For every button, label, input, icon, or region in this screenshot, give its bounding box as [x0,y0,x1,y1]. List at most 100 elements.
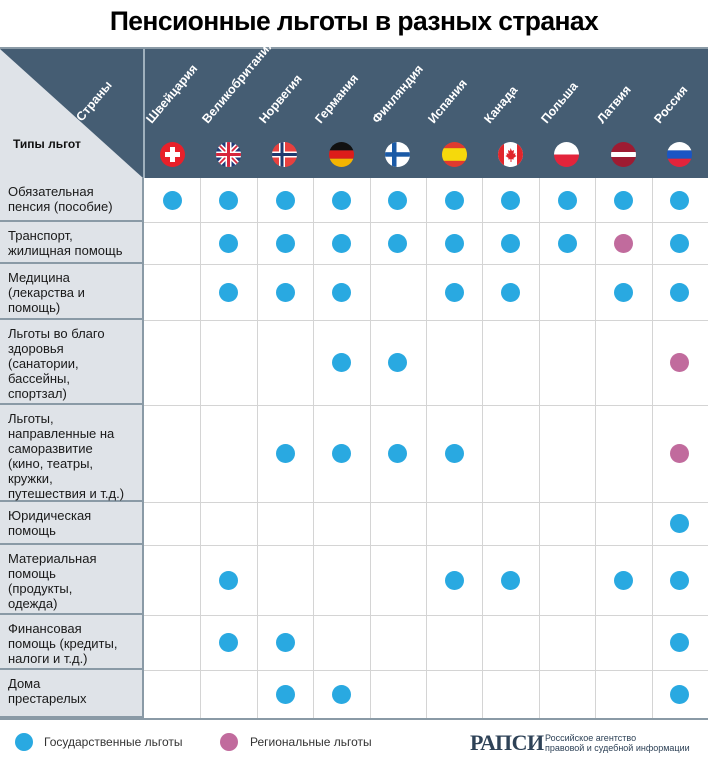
source-caption: Российское агентство правовой и судебной… [545,733,690,753]
benefit-type-line: помощь) [8,300,61,315]
column-gridline [370,178,371,718]
benefit-type-line: Финансовая [8,621,82,636]
state-benefit-dot [331,233,351,253]
state-benefit-dot [670,282,690,302]
column-header: Великобритания [200,37,277,178]
benefit-type-line: Материальная [8,551,97,566]
benefit-type-line: Обязательная [8,184,94,199]
russia-flag-icon [667,142,693,167]
state-benefit-dot [275,233,295,253]
state-benefit-dot [162,190,182,210]
benefit-type-line: Юридическая [8,508,92,523]
country-label: Россия [650,82,691,126]
state-benefit-dot [670,633,690,652]
benefit-type-line: Льготы, [8,411,54,426]
title-divider [0,47,708,49]
benefit-type-label: Медицина (лекарства и помощь) [0,264,143,320]
column-header: Испания [425,49,482,178]
benefit-type-line: путешествия и т.д.) [8,486,125,501]
state-benefit-dot [444,190,464,210]
benefit-type-label: Дома престарелых [0,670,143,718]
benefit-type-line: (санатории, [8,356,79,371]
state-benefit-dot [388,190,408,210]
state-benefit-dot [331,353,351,372]
legend-state-label: Государственные льготы [44,735,183,749]
benefit-type-label: Финансовая помощь (кредиты, налоги и т.д.) [0,615,143,670]
state-benefit-dot [388,444,408,463]
corner-cell [0,49,143,178]
column-gridline [257,178,258,718]
row-gridline [144,545,708,546]
column-gridline [595,178,596,718]
row-gridline [144,405,708,406]
state-benefit-dot [444,282,464,302]
rapsi-logo: РАПСИ [470,730,544,755]
state-benefit-dot [613,282,633,302]
switzerland-flag-icon [159,142,185,167]
state-benefit-dot [219,282,239,302]
column-header: Швейцария [143,49,201,178]
state-benefit-dot [613,190,633,210]
row-gridline [144,264,708,265]
state-benefit-dot [670,570,690,590]
germany-flag-icon [328,142,354,167]
benefit-type-line: Льготы во благо [8,326,105,341]
state-benefit-dot [219,233,239,253]
corner-diagonal [0,49,143,178]
column-header: Германия [312,49,369,178]
benefit-type-label: Обязательная пенсия (пособие) [0,178,143,222]
state-benefit-dot [275,633,295,652]
row-gridline [144,670,708,671]
country-label: Германия [312,71,362,126]
state-benefit-dot [275,190,295,210]
country-label: Канада [481,83,521,126]
column-header: Польша [538,49,595,178]
state-benefit-dot [670,190,690,210]
norway-flag-icon [272,142,298,167]
canada-flag-icon [498,142,524,167]
state-benefit-dot [275,444,295,463]
source-line-2: правовой и судебной информации [545,743,690,753]
header-divider [143,49,145,178]
state-benefit-dot [331,190,351,210]
state-benefit-dot [275,684,295,704]
benefit-type-line: одежда) [8,596,58,611]
benefit-type-line: спортзал) [8,386,67,401]
finland-flag-icon [385,142,411,167]
state-benefit-dot [557,233,577,253]
legend-regional-dot [220,733,238,751]
benefit-type-line: помощь [8,566,56,581]
state-benefit-dot [501,233,521,253]
benefit-type-line: (продукты, [8,581,73,596]
benefit-type-line: (лекарства и [8,285,85,300]
country-label: Латвия [594,82,635,126]
benefit-type-line: налоги и т.д.) [8,651,88,666]
column-gridline [482,178,483,718]
table-bottom-rule [0,718,708,720]
benefit-type-line: саморазвитие [8,441,93,456]
source-line-1: Российское агентство [545,733,637,743]
chart-title: Пенсионные льготы в разных странах [109,6,599,36]
column-header: Латвия [594,49,651,178]
row-gridline [144,615,708,616]
benefit-type-line: пенсия (пособие) [8,199,113,214]
country-label: Швейцария [143,61,201,127]
column-header: Финляндия [369,49,426,178]
row-gridline [144,502,708,503]
state-benefit-dot [219,190,239,210]
state-benefit-dot [219,633,239,652]
benefit-type-label: Льготы во благо здоровья (санатории, бассей… [0,320,143,405]
column-gridline [426,178,427,718]
state-benefit-dot [219,570,239,590]
column-header: Канада [482,49,538,178]
row-axis-label: Типы льгот [13,137,81,151]
state-benefit-dot [331,684,351,704]
benefit-type-line: кружки, [8,471,53,486]
row-gridline [144,320,708,321]
benefit-type-line: бассейны, [8,371,71,386]
label-column-border [142,178,144,718]
state-benefit-dot [501,282,521,302]
state-benefit-dot [557,190,577,210]
state-benefit-dot [388,233,408,253]
row-gridline [144,222,708,223]
